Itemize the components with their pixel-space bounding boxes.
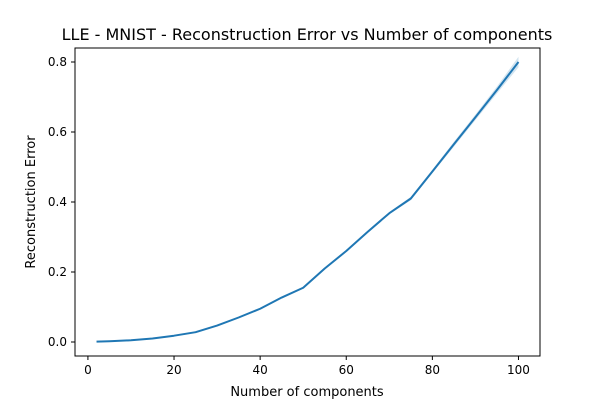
series-line	[96, 61, 520, 343]
y-axis-label: Reconstruction Error	[24, 135, 39, 269]
data-point	[281, 297, 283, 299]
x-tick-label: 60	[339, 363, 354, 377]
y-tick-label: 0.8	[48, 55, 67, 69]
data-point	[96, 341, 98, 343]
data-point	[195, 331, 197, 333]
data-point	[173, 335, 175, 337]
chart-title: LLE - MNIST - Reconstruction Error vs Nu…	[62, 25, 553, 44]
data-point	[453, 143, 455, 145]
x-tick-label: 20	[166, 363, 181, 377]
y-axis: 0.0 0.2 0.4 0.6 0.8	[48, 55, 75, 349]
data-point	[259, 308, 261, 310]
y-tick-label: 0.0	[48, 335, 67, 349]
data-point	[474, 116, 476, 118]
data-point	[345, 250, 347, 252]
confidence-band	[96, 56, 519, 342]
x-axis-label: Number of components	[230, 385, 384, 400]
x-tick-label: 40	[252, 363, 267, 377]
y-tick-label: 0.2	[48, 265, 67, 279]
data-point	[517, 61, 519, 63]
data-point	[130, 339, 132, 341]
data-point	[324, 268, 326, 270]
x-axis: 0 20 40 60 80 100	[84, 356, 530, 377]
y-tick-label: 0.4	[48, 195, 67, 209]
data-point	[431, 171, 433, 173]
data-point	[388, 212, 390, 214]
x-tick-label: 80	[425, 363, 440, 377]
y-tick-label: 0.6	[48, 125, 67, 139]
x-tick-label: 100	[507, 363, 530, 377]
data-point	[238, 317, 240, 319]
axes-frame	[74, 47, 541, 357]
data-point	[108, 340, 110, 342]
data-point	[152, 338, 154, 340]
data-point	[302, 287, 304, 289]
x-tick-label: 0	[84, 363, 92, 377]
data-point	[496, 89, 498, 91]
data-point	[216, 325, 218, 327]
plot-area	[96, 56, 520, 343]
data-point	[410, 198, 412, 200]
data-point	[367, 231, 369, 233]
